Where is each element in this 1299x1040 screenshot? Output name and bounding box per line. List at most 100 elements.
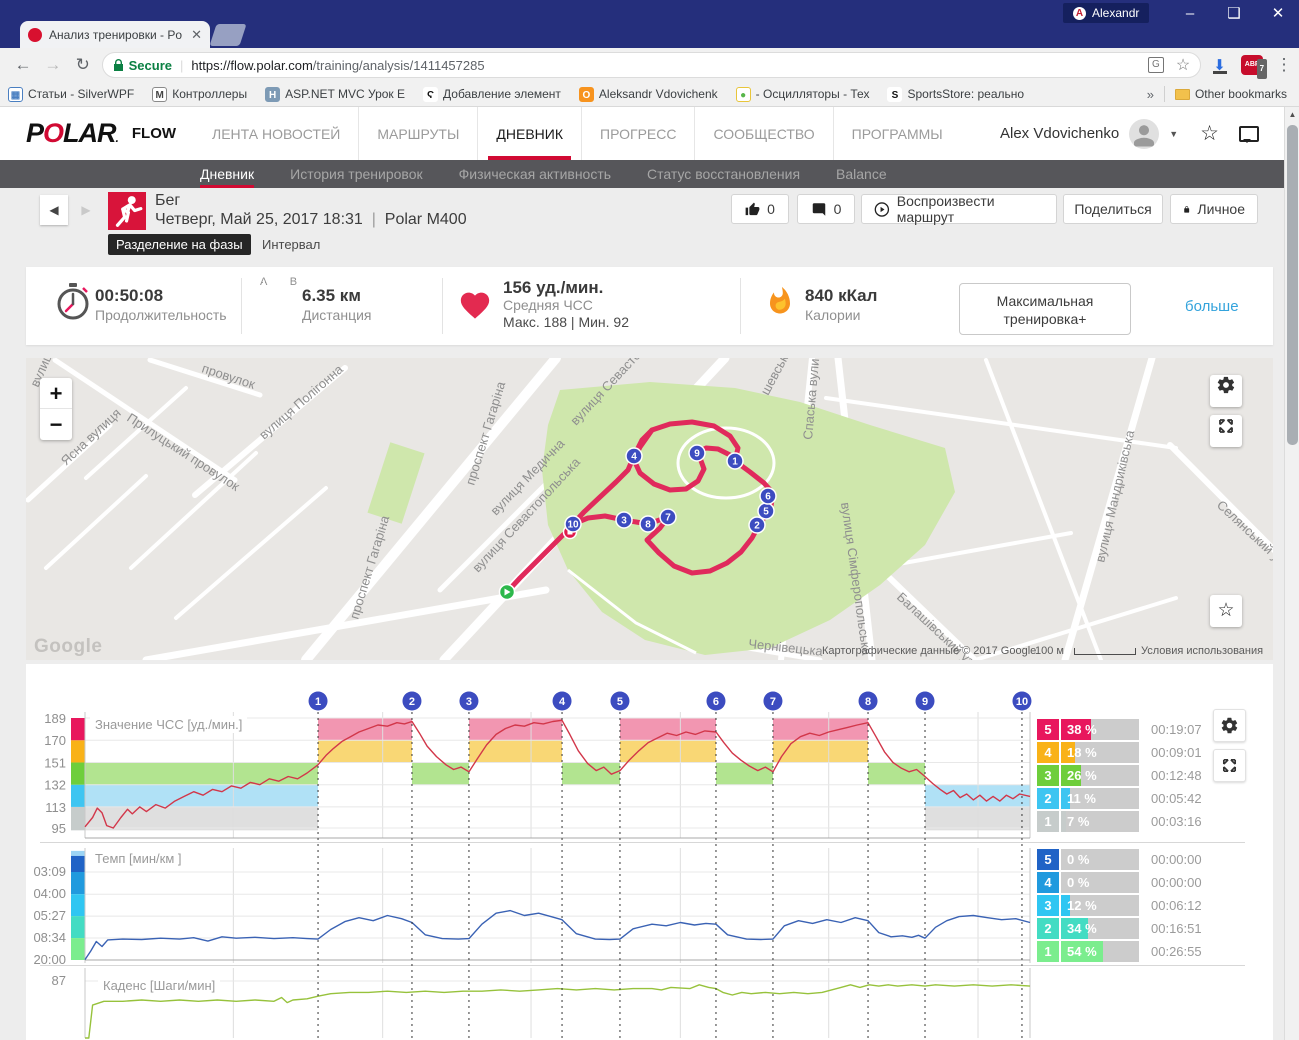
subnav-item[interactable]: История тренировок bbox=[290, 160, 422, 188]
forward-icon[interactable]: → bbox=[38, 55, 68, 75]
subnav-item[interactable]: Статус восстановления bbox=[647, 160, 800, 188]
svg-text:5: 5 bbox=[763, 507, 769, 518]
refresh-icon[interactable]: ↻ bbox=[68, 55, 98, 75]
svg-text:9: 9 bbox=[922, 696, 928, 708]
map-settings-button[interactable] bbox=[1210, 375, 1242, 407]
map-favorite-button[interactable]: ☆ bbox=[1210, 595, 1242, 627]
flow-label: FLOW bbox=[132, 125, 176, 142]
chart-fullscreen-button[interactable] bbox=[1213, 749, 1246, 782]
zone-bar: 54 % bbox=[1061, 941, 1139, 962]
phase-label: Интервал bbox=[262, 237, 320, 252]
chart-settings-button[interactable] bbox=[1213, 709, 1246, 742]
user-name[interactable]: Alex Vdovichenko bbox=[1000, 125, 1119, 142]
polar-nav-item[interactable]: МАРШРУТЫ bbox=[358, 107, 477, 160]
zone-percent: 0 % bbox=[1067, 849, 1089, 870]
polar-nav-item[interactable]: ДНЕВНИК bbox=[477, 107, 581, 160]
browser-tab-active[interactable]: Анализ тренировки - Po ✕ bbox=[20, 21, 210, 48]
scrollbar-up-arrow[interactable]: ▲ bbox=[1285, 107, 1299, 122]
feedback-chat-icon[interactable] bbox=[1239, 126, 1259, 142]
svg-text:03:09: 03:09 bbox=[33, 864, 66, 879]
bookmark-favicon: S bbox=[887, 87, 902, 102]
polar-nav-item[interactable]: СООБЩЕСТВО bbox=[694, 107, 832, 160]
bookmark-item[interactable]: ϚДобавление элемент bbox=[423, 87, 561, 102]
zone-number: 1 bbox=[1037, 811, 1059, 832]
bookmark-item[interactable]: SSportsStore: реально bbox=[887, 87, 1024, 102]
bookmark-item[interactable]: OAleksandr Vdovichenk bbox=[579, 87, 718, 102]
subnav-item[interactable]: Физическая активность bbox=[459, 160, 611, 188]
zone-percent: 0 % bbox=[1067, 872, 1089, 893]
hr-chart-label: Значение ЧСС [уд./мин.] bbox=[90, 716, 247, 733]
scrollbar-thumb[interactable] bbox=[1287, 125, 1298, 445]
comment-button[interactable]: 0 bbox=[797, 194, 855, 224]
zone-bar: 7 % bbox=[1061, 811, 1139, 832]
svg-text:132: 132 bbox=[44, 778, 66, 793]
like-button[interactable]: 0 bbox=[731, 194, 789, 224]
back-icon[interactable]: ← bbox=[8, 55, 38, 75]
previous-session-button[interactable]: ◀ bbox=[40, 195, 68, 225]
subnav-item[interactable]: Дневник bbox=[200, 160, 254, 188]
polar-nav-item[interactable]: ПРОГРАММЫ bbox=[833, 107, 961, 160]
next-session-button[interactable]: ▶ bbox=[74, 195, 98, 225]
gear-icon bbox=[1220, 716, 1239, 735]
svg-text:7: 7 bbox=[770, 696, 776, 708]
zoom-in-button[interactable]: + bbox=[40, 378, 72, 409]
polar-nav-item[interactable]: ПРОГРЕСС bbox=[581, 107, 694, 160]
replay-route-button[interactable]: Воспроизвести маршрут bbox=[861, 194, 1057, 224]
avatar[interactable] bbox=[1129, 119, 1159, 149]
cadence-line bbox=[85, 985, 1030, 1038]
map-fullscreen-button[interactable] bbox=[1210, 415, 1242, 447]
secure-badge[interactable]: Secure bbox=[113, 58, 172, 73]
svg-text:4: 4 bbox=[631, 452, 637, 463]
hr-minmax: Макс. 188 | Мин. 92 bbox=[503, 314, 629, 330]
other-bookmarks-folder[interactable]: Other bookmarks bbox=[1175, 87, 1287, 101]
polar-nav-item[interactable]: ЛЕНТА НОВОСТЕЙ bbox=[194, 107, 358, 160]
training-benefit-button[interactable]: Максимальная тренировка+ bbox=[959, 283, 1131, 335]
more-link[interactable]: больше bbox=[1185, 298, 1239, 315]
window-minimize-button[interactable]: – bbox=[1168, 0, 1212, 28]
adblock-icon[interactable]: ABP7 bbox=[1241, 55, 1263, 75]
share-button[interactable]: Поделиться bbox=[1063, 194, 1163, 224]
svg-text:87: 87 bbox=[52, 973, 66, 988]
favorites-star-icon[interactable]: ☆ bbox=[1200, 121, 1219, 146]
zone-time: 00:12:48 bbox=[1151, 765, 1202, 786]
bookmark-item[interactable]: HASP.NET MVC Урок Е bbox=[265, 87, 405, 102]
svg-text:2: 2 bbox=[409, 696, 415, 708]
svg-text:95: 95 bbox=[52, 821, 66, 836]
map-scale-label: 100 м bbox=[1035, 645, 1064, 657]
page-scrollbar[interactable]: ▲ bbox=[1284, 107, 1299, 1040]
chrome-menu-icon[interactable]: ⋮ bbox=[1269, 55, 1299, 75]
subnav-item[interactable]: Balance bbox=[836, 160, 887, 188]
map-zoom-control[interactable]: + − bbox=[40, 378, 72, 440]
thumbs-up-icon bbox=[745, 202, 760, 217]
polar-logo[interactable]: POLAR. bbox=[26, 118, 118, 149]
phase-split-tooltip: Разделение на фазы bbox=[108, 234, 251, 255]
zone-row: 211 %00:05:42 bbox=[1037, 788, 1202, 809]
url-omnibox[interactable]: Secure | https://flow.polar.com /trainin… bbox=[102, 52, 1202, 78]
zone-row: 326 %00:12:48 bbox=[1037, 765, 1202, 786]
translate-icon[interactable]: G bbox=[1148, 57, 1164, 73]
bookmark-star-icon[interactable]: ☆ bbox=[1176, 55, 1190, 75]
flame-icon bbox=[765, 282, 795, 325]
download-icon[interactable]: ⬇ bbox=[1213, 56, 1227, 74]
svg-text:7: 7 bbox=[665, 513, 671, 524]
bookmark-favicon: O bbox=[579, 87, 594, 102]
privacy-button[interactable]: Личное bbox=[1170, 194, 1258, 224]
tab-close-icon[interactable]: ✕ bbox=[191, 27, 202, 43]
bookmark-item[interactable]: MКонтроллеры bbox=[152, 87, 247, 102]
route-map[interactable]: 12345678910провулокПрилуцький провулокву… bbox=[26, 358, 1273, 660]
zone-bar: 12 % bbox=[1061, 895, 1139, 916]
zoom-out-button[interactable]: − bbox=[40, 409, 72, 440]
bookmark-item[interactable]: ▦Статьи - SilverWPF bbox=[8, 87, 134, 102]
window-close-button[interactable]: ✕ bbox=[1256, 0, 1299, 28]
bookmarks-overflow-icon[interactable]: » bbox=[1147, 87, 1154, 102]
map-terms-link[interactable]: Условия использования bbox=[1141, 645, 1263, 657]
bookmark-item[interactable]: ●- Осцилляторы - Тех bbox=[736, 87, 870, 102]
chrome-profile-chip[interactable]: A Alexandr bbox=[1063, 3, 1149, 23]
svg-text:170: 170 bbox=[44, 733, 66, 748]
zone-row: 418 %00:09:01 bbox=[1037, 742, 1202, 763]
duration-value: 00:50:08 bbox=[95, 286, 163, 306]
svg-text:8: 8 bbox=[865, 696, 871, 708]
zone-row: 234 %00:16:51 bbox=[1037, 918, 1202, 939]
user-menu-caret-icon[interactable]: ▼ bbox=[1169, 129, 1178, 139]
window-maximize-button[interactable]: ❑ bbox=[1212, 0, 1256, 28]
